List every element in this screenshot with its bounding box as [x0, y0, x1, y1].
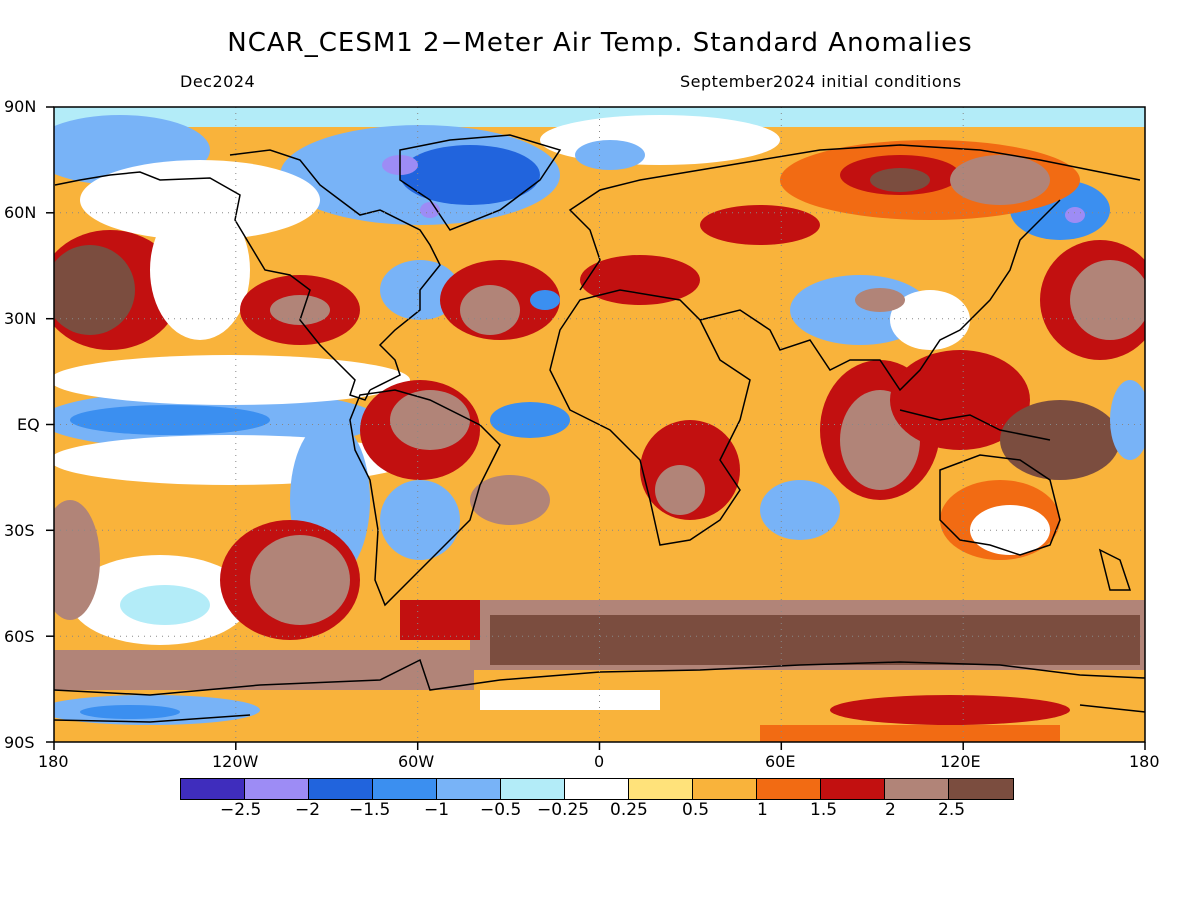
spac-cool: [120, 585, 210, 625]
antarctica-coast: [53, 658, 1146, 696]
eurasia-south-coast: [699, 199, 1061, 392]
colorbar-swatch: [629, 779, 693, 799]
colorbar-label: −2: [295, 800, 321, 820]
colorbar-label: −2.5: [220, 800, 262, 820]
coastlines: [53, 134, 1146, 723]
dateline-cold: [1110, 380, 1145, 460]
colorbar-swatch: [309, 779, 373, 799]
valid-month: Dec2024: [180, 72, 256, 91]
east-antarctica-warm: [760, 725, 1060, 742]
colorbar-label: 0.5: [682, 800, 710, 820]
colorbar-swatch: [885, 779, 949, 799]
russia-hot: [700, 205, 820, 245]
eq-atlantic-cold: [490, 402, 570, 438]
eq-pacific-cold-core: [70, 405, 270, 435]
lat-label-90n: 90N: [4, 97, 37, 116]
greenland-cold: [400, 145, 540, 205]
east-antarctica-hot: [830, 695, 1070, 725]
wpac-eq-extreme: [1000, 400, 1120, 480]
east-antarctica-shelf: [1079, 704, 1146, 713]
greenland-coast: [399, 134, 562, 231]
colorbar-swatch: [821, 779, 885, 799]
lat-label-60n: 60N: [4, 203, 37, 222]
colorbar-label: 2: [885, 800, 896, 820]
north-america-east-coast: [229, 149, 441, 391]
colorbar-label: −1: [424, 800, 450, 820]
colorbar: [180, 778, 1014, 800]
lat-label-eq: EQ: [17, 415, 40, 434]
barents-cold: [575, 140, 645, 170]
new-zealand-coast: [1098, 548, 1132, 591]
arctic-band: [54, 107, 1145, 127]
colorbar-swatch: [949, 779, 1013, 799]
npac-neutral: [150, 200, 250, 340]
amazon-extreme: [390, 390, 470, 450]
siberia-extreme: [950, 155, 1050, 205]
spac-west-extreme: [54, 500, 100, 620]
axis-ticks: [46, 106, 1146, 750]
spac-extreme: [250, 535, 350, 625]
south-america-coast: [349, 389, 501, 607]
colorbar-label: −1.5: [349, 800, 391, 820]
north-america-west-coast: [54, 171, 371, 401]
lon-label-60e: 60E: [765, 752, 796, 771]
colorbar-label: −0.25: [537, 800, 590, 820]
siberia-extreme-2: [870, 168, 930, 192]
colorbar-swatch: [245, 779, 309, 799]
npac-extreme: [54, 245, 135, 335]
lat-label-60s: 60S: [4, 627, 35, 646]
africa-extreme: [655, 465, 705, 515]
colorbar-label: 1.5: [810, 800, 838, 820]
australia-neutral: [970, 505, 1050, 555]
colorbar-label: 1: [757, 800, 768, 820]
indian-cold: [760, 480, 840, 540]
initial-conditions: September2024 initial conditions: [680, 72, 962, 91]
npac-tropics-neutral: [54, 355, 410, 405]
anomaly-field: [54, 107, 1145, 742]
colorbar-label: 0.25: [610, 800, 648, 820]
colorbar-swatch: [693, 779, 757, 799]
natl-extreme: [460, 285, 520, 335]
natl-cold-spot: [530, 290, 560, 310]
colorbar-swatch: [565, 779, 629, 799]
lon-label-120w: 120W: [212, 752, 259, 771]
kamchatka-strong-cold: [1065, 207, 1085, 223]
indonesia-coast: [899, 409, 1051, 441]
lon-label-60w: 60W: [398, 752, 435, 771]
colorbar-swatch: [373, 779, 437, 799]
colorbar-swatch: [757, 779, 821, 799]
australia-coast: [939, 454, 1061, 556]
antarctica-cold-core: [80, 705, 180, 719]
eurasia-north-coast: [568, 144, 1141, 291]
colorbar-label: −0.5: [480, 800, 522, 820]
lat-label-30s: 30S: [4, 521, 35, 540]
lat-label-90s: 90S: [4, 733, 35, 752]
satl-extreme: [470, 475, 550, 525]
ross-ice-shelf: [53, 714, 251, 723]
lon-label-0: 0: [594, 752, 605, 771]
arctic-strong-cold-2: [420, 202, 440, 218]
wpac-extreme: [1070, 260, 1145, 340]
antarctica-neutral: [480, 690, 660, 710]
africa-coast: [549, 289, 751, 546]
ross-extreme: [54, 650, 474, 690]
usa-extreme: [270, 295, 330, 325]
chart-title: NCAR_CESM1 2−Meter Air Temp. Standard An…: [227, 28, 973, 58]
colorbar-swatch: [181, 779, 245, 799]
himalaya-warm: [855, 288, 905, 312]
lat-label-30n: 30N: [4, 309, 37, 328]
lon-label-120e: 120E: [940, 752, 981, 771]
lon-label-180w: 180: [38, 752, 69, 771]
lon-label-180e: 180: [1129, 752, 1160, 771]
s-brazil-cold: [380, 480, 460, 560]
colorbar-label: 2.5: [938, 800, 966, 820]
southern-ocean-extreme-core: [490, 615, 1140, 665]
colorbar-swatch: [501, 779, 565, 799]
drake-hot: [400, 600, 480, 640]
colorbar-swatch: [437, 779, 501, 799]
